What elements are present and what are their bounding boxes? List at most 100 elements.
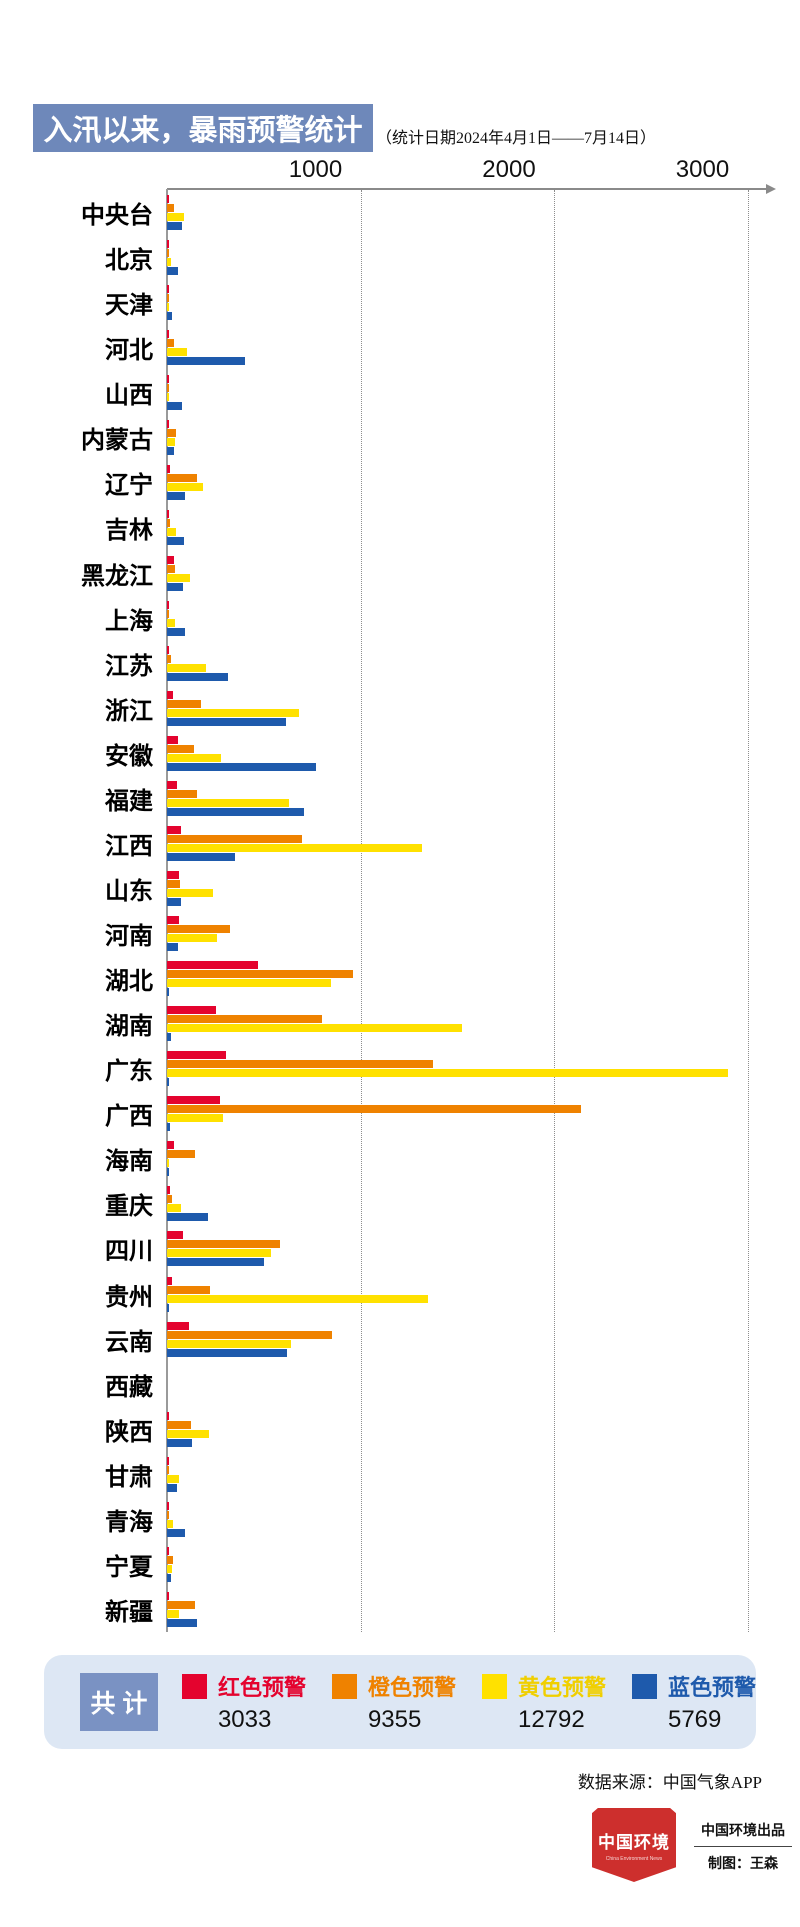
category-label: 山西 <box>105 382 153 410</box>
category-label: 云南 <box>105 1328 153 1356</box>
chart-row: 云南 <box>0 1317 800 1362</box>
bar-红色预警 <box>167 1096 220 1105</box>
bar-group <box>167 600 800 636</box>
bar-橙色预警 <box>167 970 353 979</box>
chart-row: 湖南 <box>0 1001 800 1046</box>
bar-红色预警 <box>167 1321 189 1330</box>
bar-黄色预警 <box>167 393 170 402</box>
bar-红色预警 <box>167 1546 169 1555</box>
bar-橙色预警 <box>167 744 194 753</box>
category-label: 海南 <box>105 1148 153 1176</box>
bar-黄色预警 <box>167 438 175 447</box>
footer-divider <box>694 1846 792 1847</box>
chart-row: 海南 <box>0 1136 800 1181</box>
category-label: 吉林 <box>105 517 153 545</box>
bar-蓝色预警 <box>167 762 316 771</box>
bar-橙色预警 <box>167 474 198 483</box>
legend-item-yellow: 黄色预警 12792 <box>481 1670 606 1734</box>
x-axis-line <box>167 188 767 190</box>
category-label: 贵州 <box>105 1283 153 1311</box>
bar-黄色预警 <box>167 618 176 627</box>
bar-黄色预警 <box>167 573 191 582</box>
x-tick-label: 2000 <box>482 156 536 183</box>
bar-红色预警 <box>167 465 170 474</box>
category-label: 浙江 <box>105 697 153 725</box>
bar-group <box>167 1367 800 1402</box>
chart-title-text: 入汛以来，暴雨预警统计 <box>43 115 363 147</box>
chart-row: 黑龙江 <box>0 551 800 596</box>
bar-group <box>167 375 800 411</box>
bar-group <box>167 1321 800 1357</box>
bar-橙色预警 <box>167 1105 582 1114</box>
chart-row: 广西 <box>0 1091 800 1136</box>
category-label: 福建 <box>105 787 153 815</box>
category-label: 湖南 <box>105 1013 153 1041</box>
bar-蓝色预警 <box>167 267 179 276</box>
data-source-note: 数据来源：中国气象APP <box>577 1773 762 1792</box>
bar-蓝色预警 <box>167 807 304 816</box>
chart-row: 内蒙古 <box>0 415 800 460</box>
x-tick-label: 1000 <box>288 156 343 183</box>
bar-蓝色预警 <box>167 447 175 456</box>
bar-蓝色预警 <box>167 943 179 952</box>
category-label: 江西 <box>105 832 153 860</box>
bar-红色预警 <box>167 825 182 834</box>
chart-row: 北京 <box>0 235 800 280</box>
bar-橙色预警 <box>167 1015 322 1024</box>
bar-group <box>167 780 800 816</box>
chart-row: 辽宁 <box>0 460 800 505</box>
bar-红色预警 <box>167 1591 169 1600</box>
bar-黄色预警 <box>167 1339 292 1348</box>
bar-group <box>167 825 800 861</box>
bar-group <box>167 916 800 952</box>
bar-黄色预警 <box>167 1519 173 1528</box>
category-label: 辽宁 <box>105 472 153 500</box>
bar-红色预警 <box>167 330 169 339</box>
bar-group <box>167 1006 800 1042</box>
legend-value: 9355 <box>367 1706 422 1733</box>
bar-橙色预警 <box>167 519 171 528</box>
bar-黄色预警 <box>167 753 221 762</box>
bar-group <box>167 870 800 906</box>
category-label: 青海 <box>105 1508 153 1536</box>
bar-group <box>167 195 800 231</box>
bar-蓝色预警 <box>167 582 184 591</box>
category-label: 内蒙古 <box>81 427 153 455</box>
bar-group <box>167 1186 800 1222</box>
bar-红色预警 <box>167 285 169 294</box>
category-label: 天津 <box>105 292 153 320</box>
bar-group <box>167 420 800 456</box>
bar-红色预警 <box>167 735 178 744</box>
china-environment-logo: 中国环境 China Environment News <box>592 1808 676 1882</box>
bar-红色预警 <box>167 780 178 789</box>
legend-item-orange: 橙色预警 9355 <box>331 1670 456 1734</box>
bar-蓝色预警 <box>167 1168 169 1177</box>
bar-橙色预警 <box>167 294 169 303</box>
bar-橙色预警 <box>167 1510 169 1519</box>
chart-row: 西藏 <box>0 1362 800 1407</box>
bar-蓝色预警 <box>167 1528 185 1537</box>
legend-items: 红色预警 3033 橙色预警 9355 黄色预警 12792 蓝色预警 5769 <box>181 1670 756 1734</box>
bar-红色预警 <box>167 375 169 384</box>
bar-橙色预警 <box>167 609 169 618</box>
legend-label: 红色预警 <box>217 1675 306 1700</box>
legend-value: 5769 <box>667 1706 722 1733</box>
chart-row: 山东 <box>0 866 800 911</box>
bar-蓝色预警 <box>167 312 173 321</box>
bar-黄色预警 <box>167 1294 428 1303</box>
legend-label: 黄色预警 <box>517 1675 606 1700</box>
chart-row: 天津 <box>0 280 800 325</box>
bar-橙色预警 <box>167 925 230 934</box>
category-label: 西藏 <box>105 1373 153 1401</box>
bar-蓝色预警 <box>167 1303 169 1312</box>
bar-蓝色预警 <box>167 1438 193 1447</box>
bar-蓝色预警 <box>167 1348 287 1357</box>
category-label: 广东 <box>105 1058 153 1086</box>
bar-蓝色预警 <box>167 988 169 997</box>
bar-group <box>167 1546 800 1582</box>
bar-红色预警 <box>167 1186 170 1195</box>
producer-text: 中国环境出品 <box>701 1822 785 1838</box>
category-label: 新疆 <box>105 1598 153 1626</box>
category-label: 宁夏 <box>105 1553 153 1581</box>
